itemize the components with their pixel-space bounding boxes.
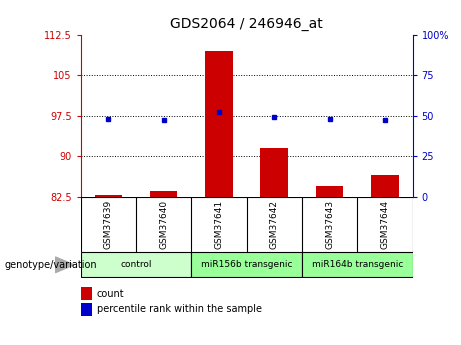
Text: percentile rank within the sample: percentile rank within the sample bbox=[97, 304, 262, 314]
Bar bbox=[302, 253, 413, 277]
Text: GSM37642: GSM37642 bbox=[270, 200, 279, 249]
Bar bbox=[205, 51, 233, 197]
Text: GSM37641: GSM37641 bbox=[214, 200, 224, 249]
Text: count: count bbox=[97, 289, 124, 298]
Text: GSM37639: GSM37639 bbox=[104, 200, 113, 249]
Bar bbox=[191, 253, 302, 277]
Text: miR164b transgenic: miR164b transgenic bbox=[312, 260, 403, 269]
Bar bbox=[260, 148, 288, 197]
Bar bbox=[81, 253, 191, 277]
Text: GSM37644: GSM37644 bbox=[380, 200, 390, 249]
Text: genotype/variation: genotype/variation bbox=[5, 260, 97, 270]
Polygon shape bbox=[55, 257, 74, 273]
Bar bbox=[316, 186, 343, 197]
Text: GSM37643: GSM37643 bbox=[325, 200, 334, 249]
Text: control: control bbox=[120, 260, 152, 269]
Text: miR156b transgenic: miR156b transgenic bbox=[201, 260, 292, 269]
Text: GSM37640: GSM37640 bbox=[159, 200, 168, 249]
Bar bbox=[371, 175, 399, 197]
Bar bbox=[150, 191, 177, 197]
Title: GDS2064 / 246946_at: GDS2064 / 246946_at bbox=[170, 17, 323, 31]
Bar bbox=[95, 195, 122, 197]
